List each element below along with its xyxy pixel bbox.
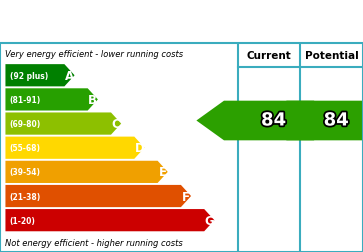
- Text: D: D: [135, 142, 144, 154]
- Polygon shape: [5, 113, 121, 135]
- Text: Energy Efficiency Rating: Energy Efficiency Rating: [11, 13, 258, 31]
- Text: 84: 84: [261, 112, 286, 130]
- Polygon shape: [5, 89, 98, 111]
- Text: Not energy efficient - higher running costs: Not energy efficient - higher running co…: [5, 238, 183, 247]
- Text: (21-38): (21-38): [10, 192, 41, 201]
- Polygon shape: [196, 101, 314, 141]
- Text: Potential: Potential: [305, 51, 359, 61]
- Polygon shape: [5, 65, 74, 87]
- Text: Current: Current: [247, 51, 291, 61]
- Text: E: E: [159, 166, 167, 179]
- Text: 84: 84: [324, 112, 349, 130]
- Text: (92 plus): (92 plus): [10, 72, 48, 80]
- Text: (1-20): (1-20): [10, 216, 36, 225]
- Text: (39-54): (39-54): [10, 168, 41, 177]
- Polygon shape: [259, 101, 363, 141]
- Polygon shape: [5, 209, 215, 231]
- Text: G: G: [204, 214, 214, 227]
- Text: A: A: [65, 70, 74, 82]
- Text: (55-68): (55-68): [10, 144, 41, 153]
- Text: Very energy efficient - lower running costs: Very energy efficient - lower running co…: [5, 50, 184, 59]
- Polygon shape: [5, 185, 191, 207]
- Text: B: B: [88, 93, 97, 107]
- Text: C: C: [112, 118, 121, 131]
- Polygon shape: [5, 137, 144, 159]
- Text: (81-91): (81-91): [10, 96, 41, 105]
- Text: F: F: [182, 190, 190, 203]
- Text: (69-80): (69-80): [10, 120, 41, 129]
- Polygon shape: [5, 161, 168, 183]
